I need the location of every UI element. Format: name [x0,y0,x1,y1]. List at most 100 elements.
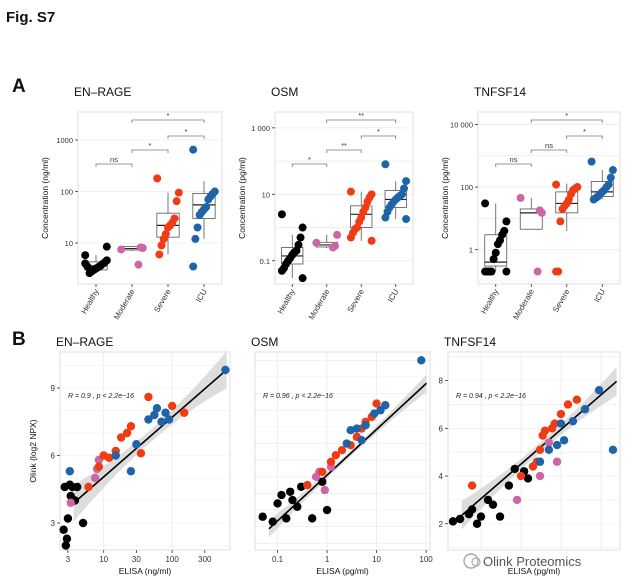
data-point-severe [540,426,550,435]
significance-label: ** [341,141,347,150]
x-tick-label: 3 [66,555,71,564]
data-point-severe [116,433,126,442]
data-point-icu [381,213,390,222]
data-point-icu [164,415,174,424]
data-point-moderate [136,243,145,252]
significance-label: * [565,111,568,120]
data-point-severe [556,409,566,419]
figure-title: Fig. S7 [6,9,55,26]
y-tick-label: 3 [51,519,56,528]
data-point-icu [402,177,411,186]
data-point-healthy [298,223,307,232]
correlation-annotation: R = 0.94 , p < 2.2e−16 [456,393,526,400]
correlation-annotation: R = 0.96 , p < 2.2e−16 [263,393,333,400]
data-point-healthy [504,481,514,490]
chart-title: OSM [251,335,278,349]
data-point-severe [84,482,93,492]
data-point-icu [352,424,362,433]
x-tick-label: Healthy [79,288,100,316]
data-point-moderate [90,473,100,483]
y-tick-label: 0.1 [260,257,270,266]
data-point-severe [572,395,582,404]
data-point-icu [535,457,545,466]
y-tick-label: 6 [51,452,56,461]
significance-label: * [377,127,380,136]
significance-bracket [326,149,362,153]
data-point-healthy [63,514,73,523]
y-tick-label: 2 [439,520,444,529]
data-point-icu [594,385,604,395]
data-point-healthy [296,233,305,242]
data-point-severe [552,180,561,189]
data-point-icu [189,145,198,154]
data-point-severe [563,400,573,409]
x-tick-label: ICU [386,287,401,304]
x-tick-label: 0.1 [272,555,284,564]
significance-bracket [167,135,205,139]
data-point-healthy [298,274,307,283]
data-point-icu [556,419,566,428]
data-point-icu [381,401,390,410]
y-tick-label: 4 [439,472,444,481]
data-point-icu [144,415,153,424]
y-tick-label: 1000 [56,136,73,145]
data-point-healthy [467,505,477,514]
data-point-healthy [61,541,71,550]
y-axis-label: Concentration (pg/ml) [440,157,450,239]
data-point-healthy [282,514,291,523]
x-tick-label: 100 [165,555,179,564]
data-point-healthy [481,267,490,276]
correlation-annotation: R = 0.9 , p < 2.2e−16 [68,393,134,400]
data-point-moderate [66,498,75,507]
data-point-severe [331,450,340,460]
data-point-severe [104,453,114,462]
data-point-healthy [293,502,302,511]
data-point-moderate [328,243,337,252]
chart-title: OSM [271,85,298,99]
data-point-icu [559,436,569,445]
data-point-icu [189,262,198,271]
data-point-severe [318,467,327,476]
data-point-healthy [85,269,94,278]
data-point-moderate [312,238,321,247]
x-tick-label: Severe [551,287,572,314]
x-tick-label: Healthy [276,288,297,316]
significance-bracket [131,149,169,153]
significance-label: * [583,127,586,136]
y-axis-label: Olink (log2 NPX) [28,419,38,482]
significance-bracket [495,163,532,167]
y-tick-label: 100 [60,188,73,197]
data-point-severe [174,188,183,197]
y-tick-label: 100 [460,183,473,192]
data-point-healthy [277,210,286,219]
data-point-healthy [491,248,500,257]
data-point-healthy [277,490,286,500]
data-point-icu [204,195,213,204]
y-tick-label: 6 [439,424,444,433]
data-point-severe [516,471,526,481]
data-point-healthy [502,217,511,226]
data-point-severe [155,250,164,259]
data-point-severe [172,197,181,206]
data-point-icu [221,365,230,375]
data-point-icu [381,160,390,169]
data-point-severe [535,445,545,455]
data-point-moderate [320,485,330,495]
significance-label: ns [510,155,518,164]
chart-title: EN–RAGE [56,335,113,349]
data-point-healthy [78,518,88,528]
data-point-icu [152,404,162,413]
data-point-healthy [489,255,498,264]
data-point-icu [402,215,411,224]
data-point-icu [544,445,554,455]
y-tick-label: 1 000 [251,124,270,133]
y-axis-label: Concentration (pg/ml) [237,157,247,239]
data-point-icu [161,408,170,417]
x-tick-label: Severe [152,287,173,314]
data-point-severe [164,223,172,232]
data-point-healthy [318,477,327,486]
watermark-text: Olink Proteomics [483,554,582,569]
data-point-healthy [510,464,519,474]
x-axis-label: ELISA (pg/ml) [316,566,369,576]
